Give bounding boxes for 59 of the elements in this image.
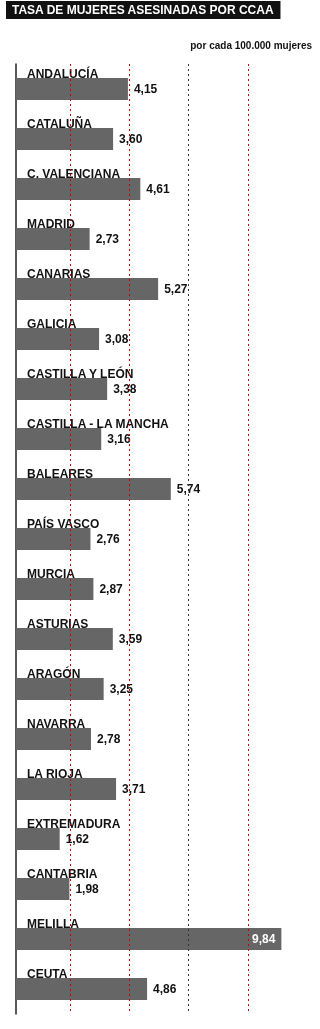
data-label: 5,74 [176,482,201,496]
bar [16,378,108,400]
y-tick-label: CASTILLA Y LEÓN [27,366,134,381]
y-tick-label: CATALUÑA [27,116,93,131]
bar [16,878,70,900]
data-label: 4,61 [146,182,171,196]
data-label: 3,16 [107,432,131,446]
bar [16,628,113,650]
data-label: 1,62 [65,832,90,846]
bar [16,978,148,1000]
y-tick-label: C. VALENCIANA [27,167,121,181]
data-label: 3,59 [118,632,143,646]
data-label: 3,60 [119,132,143,146]
y-tick-label: CASTILLA - LA MANCHA [27,417,170,431]
data-label: 3,38 [113,382,137,396]
y-tick-label: ASTURIAS [27,617,89,631]
y-tick-label: LA RIOJA [27,767,83,781]
bar [16,478,171,500]
y-tick-label: MURCIA [27,567,76,581]
y-tick-label: NAVARRA [27,717,86,731]
data-label: 9,84 [252,932,276,946]
data-label: 2,73 [95,232,120,246]
y-tick-label: CEUTA [27,967,68,981]
y-tick-label: EXTREMADURA [27,817,121,831]
data-label: 4,86 [153,982,177,996]
bar [16,928,282,950]
data-label: 2,78 [96,732,121,746]
data-label: 2,87 [99,582,124,596]
y-tick-label: MELILLA [27,917,80,931]
data-label: 3,25 [109,682,134,696]
bar [16,728,91,750]
y-tick-label: BALEARES [27,467,94,481]
bar [16,78,128,100]
y-tick-label: GALICIA [27,317,77,331]
data-label: 1,98 [75,882,100,896]
data-label: 5,27 [164,282,188,296]
chart-title: TASA DE MUJERES ASESINADAS POR CCAA [12,3,274,17]
bar [16,678,104,700]
data-label: 2,76 [96,532,121,546]
y-tick-label: CANTABRIA [27,867,98,881]
bar [16,828,60,850]
bar [16,128,114,150]
bar [16,278,159,300]
data-label: 3,08 [105,332,129,346]
data-label: 4,15 [133,82,158,96]
bar [16,328,100,350]
y-tick-label: ANDALUCÍA [27,66,99,81]
chart-subtitle: por cada 100.000 mujeres [190,39,313,51]
bar [16,428,102,450]
y-tick-label: CANARIAS [27,267,91,281]
y-tick-label: ARAGÓN [27,666,81,681]
bar [16,578,94,600]
y-tick-label: PAÍS VASCO [27,516,100,531]
bar [16,178,141,200]
data-label: 3,71 [122,782,146,796]
bar [16,228,90,250]
bar [16,778,117,800]
y-tick-label: MADRID [27,217,76,231]
bar [16,528,91,550]
